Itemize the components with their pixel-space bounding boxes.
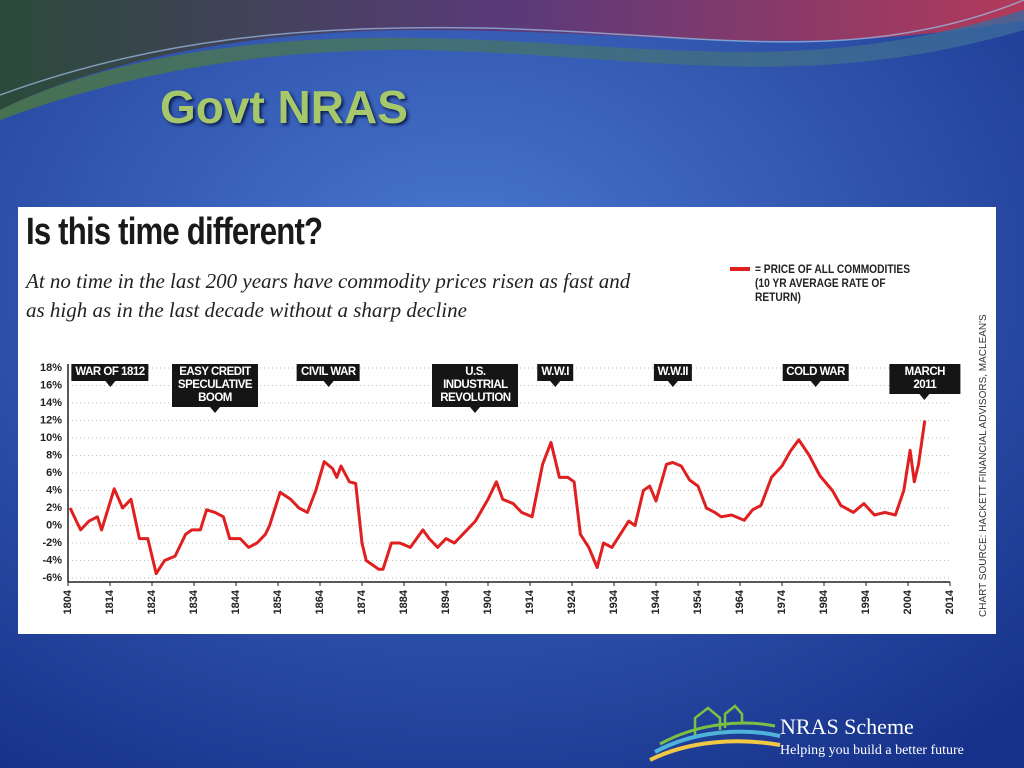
event-annotation: WAR OF 1812 [71,364,149,387]
data-line [68,420,927,576]
event-annotation: W.W.II [653,364,692,387]
x-tick-label: 2004 [902,589,914,614]
legend-label: = PRICE OF ALL COMMODITIES (10 YR AVERAG… [755,262,910,304]
footer-title: NRAS Scheme [780,714,914,739]
chart: -6% -4% -2% 0% 2% 4% 6% 8% 10% 12% 14% 16% 18% 1804 18… [40,267,989,617]
y-tick-label: 8% [46,449,62,461]
x-tick-label: 1854 [272,589,284,614]
x-tick-label: 1864 [314,589,326,614]
x-tick-label: 1984 [818,589,830,614]
y-tick-label: 6% [46,467,62,479]
x-tick-label: 1884 [398,589,410,614]
x-tick-label: 1824 [146,589,158,614]
x-tick-label: 1964 [734,589,746,614]
x-tick-label: 1874 [356,589,368,614]
y-tick-label: -4% [42,554,62,566]
x-tick-label: 1894 [440,589,452,614]
event-annotation: CIVIL WAR [297,364,360,387]
x-tick-label: 2014 [944,589,956,614]
event-annotation: EASY CREDIT SPECULATIVE BOOM [172,364,258,413]
event-annotation: W.W.I [537,364,573,387]
chart-panel: -6% -4% -2% 0% 2% 4% 6% 8% 10% 12% 14% 16% 18% 1804 18… [18,207,996,634]
chart-title: Is this time different? [26,211,323,253]
chart-subtitle: At no time in the last 200 years have co… [26,269,631,322]
y-tick-label: 16% [40,379,62,391]
event-annotation: MARCH 2011 [889,364,961,400]
y-tick-label: 0% [46,519,62,531]
y-tick-label: 14% [40,397,62,409]
x-tick-label: 1844 [230,589,242,614]
event-annotation: U.S. INDUSTRIAL REVOLUTION [432,364,519,413]
chart-source: CHART SOURCE: HACKETT FINANCIAL ADVISORS… [978,314,989,617]
x-tick-label: 1904 [482,589,494,614]
logo [649,704,781,762]
x-tick-label: 1914 [524,589,536,614]
y-tick-label: -6% [42,572,62,584]
y-tick-label: -2% [42,537,62,549]
x-tick-label: 1814 [104,589,116,614]
footer-tagline: Helping you build a better future [780,743,964,758]
x-tick-label: 1804 [62,589,74,614]
y-tick-label: 4% [46,484,62,496]
x-tick-label: 1934 [608,589,620,614]
y-tick-label: 10% [40,432,62,444]
x-tick-label: 1924 [566,589,578,614]
x-tick-label: 1994 [860,589,872,614]
event-annotation: COLD WAR [782,364,849,387]
y-tick-label: 18% [40,362,62,374]
x-tick-label: 1974 [776,589,788,614]
y-tick-label: 2% [46,502,62,514]
x-tick-label: 1944 [650,589,662,614]
x-tick-label: 1834 [188,589,200,614]
y-tick-label: 12% [40,414,62,426]
slide-title: Govt NRAS [160,81,408,133]
x-tick-label: 1954 [692,589,704,614]
